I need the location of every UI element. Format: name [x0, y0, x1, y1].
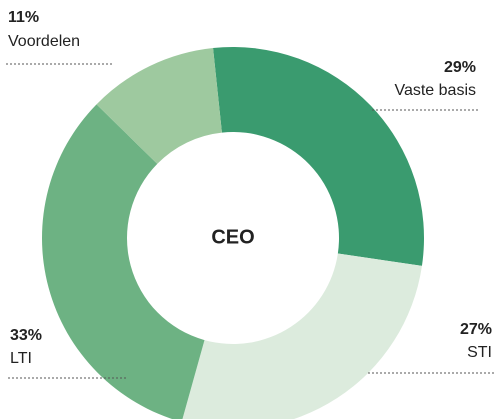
- value-label: 27%: [460, 321, 492, 338]
- value-label: 11%: [8, 9, 39, 26]
- value-label: 33%: [10, 327, 42, 344]
- value-label: 29%: [444, 59, 476, 76]
- donut-segment: [213, 47, 425, 266]
- category-label: Vaste basis: [394, 82, 476, 99]
- category-label: LTI: [10, 350, 32, 367]
- donut-segment: [96, 48, 222, 164]
- category-label: STI: [467, 344, 492, 361]
- donut-segment: [182, 253, 422, 419]
- category-label: Voordelen: [8, 33, 80, 50]
- center-title: CEO: [211, 226, 254, 248]
- donut-segment: [42, 104, 205, 419]
